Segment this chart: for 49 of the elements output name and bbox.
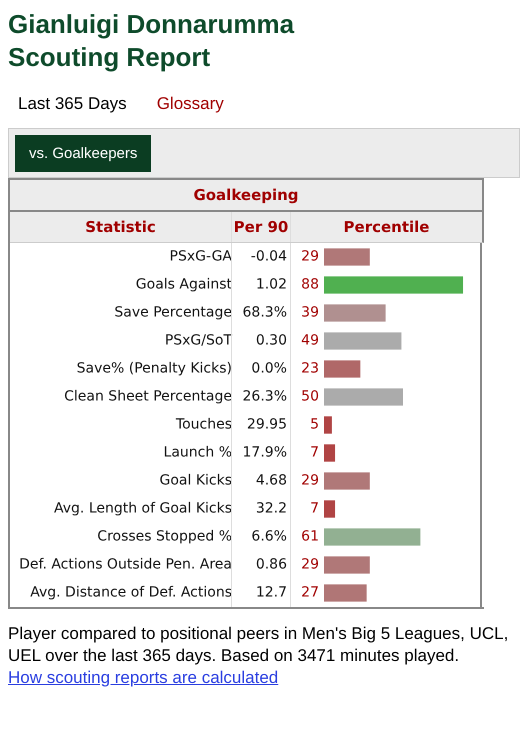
text: 26.3% <box>242 388 287 405</box>
text: -0.04 <box>250 248 288 265</box>
text: Player compared to positional peers in Men's Big 5 Leagues, UCL, UEL over the last 365 days. Based on 3471 minutes played. <box>8 623 510 667</box>
text: 0.0% <box>251 360 287 377</box>
y-tick-label: Launch % <box>164 444 232 461</box>
text: 1.02 <box>256 276 287 293</box>
text: vs. Goalkeepers <box>15 135 152 172</box>
text: Last 365 Days <box>18 94 127 114</box>
data-label: 61 <box>301 528 319 545</box>
text: 6.6% <box>251 528 287 545</box>
chart-title: Gianluigi Donnarumma Scouting Report <box>8 8 296 74</box>
text: 17.9% <box>242 444 287 461</box>
data-label: 5 <box>310 416 319 433</box>
y-tick-label: Avg. Distance of Def. Actions <box>30 584 232 601</box>
text: Percentile <box>290 212 482 242</box>
text: Per 90 <box>231 212 290 242</box>
data-label: 29 <box>301 556 319 573</box>
data-label: 7 <box>310 500 319 517</box>
chart-subtitle: Goalkeeping <box>10 178 484 212</box>
text: Glossary <box>156 94 224 114</box>
data-label: 49 <box>301 332 319 349</box>
text: Statistic <box>10 212 231 242</box>
data-label: 27 <box>301 584 319 601</box>
text: 29.95 <box>246 416 287 433</box>
y-tick-label: Clean Sheet Percentage <box>64 388 232 405</box>
data-label: 29 <box>301 472 319 489</box>
y-tick-label: Goal Kicks <box>159 472 232 489</box>
y-tick-label: Def. Actions Outside Pen. Area <box>19 556 232 573</box>
text: 0.30 <box>256 332 287 349</box>
y-tick-label: Crosses Stopped % <box>97 528 232 545</box>
text: 0.86 <box>256 556 288 573</box>
data-label: 88 <box>301 276 319 293</box>
data-label: 23 <box>301 360 319 377</box>
data-label: 39 <box>301 304 319 321</box>
text: 68.3% <box>242 304 287 321</box>
y-tick-label: Touches <box>174 416 232 433</box>
data-label: 29 <box>301 248 319 265</box>
y-tick-label: Goals Against <box>136 276 233 293</box>
data-label: 7 <box>310 444 319 461</box>
y-tick-label: Save% (Penalty Kicks) <box>76 360 232 377</box>
y-tick-label: Save Percentage <box>114 304 232 321</box>
y-tick-label: PSxG/SoT <box>164 332 232 349</box>
text: 12.7 <box>256 584 287 601</box>
text: How scouting reports are calculated <box>8 667 280 689</box>
text: 4.68 <box>256 472 287 489</box>
data-label: 50 <box>301 388 319 405</box>
y-tick-label: Avg. Length of Goal Kicks <box>54 500 232 517</box>
y-tick-label: PSxG-GA <box>170 248 232 265</box>
text: 32.2 <box>256 500 287 517</box>
